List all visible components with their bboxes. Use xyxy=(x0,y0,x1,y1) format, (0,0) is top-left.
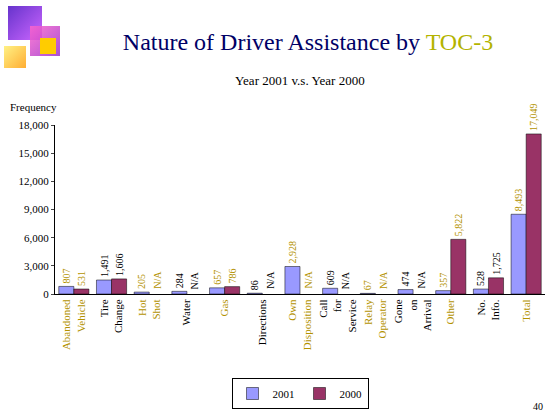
svg-text:2000: 2000 xyxy=(340,388,363,400)
svg-text:CallforService: CallforService xyxy=(317,299,358,332)
svg-text:40: 40 xyxy=(533,401,543,412)
svg-text:N/A: N/A xyxy=(189,271,200,289)
svg-text:N/A: N/A xyxy=(152,271,163,289)
svg-text:2,928: 2,928 xyxy=(287,241,298,264)
svg-text:67: 67 xyxy=(362,280,373,290)
svg-text:GoneonArrival: GoneonArrival xyxy=(392,299,433,331)
svg-text:Other: Other xyxy=(444,299,456,324)
svg-text:6,000: 6,000 xyxy=(24,232,49,244)
svg-text:5,822: 5,822 xyxy=(453,214,464,237)
svg-text:OwnDisposition: OwnDisposition xyxy=(286,299,312,350)
svg-text:Nature of Driver Assistance by: Nature of Driver Assistance by TOC-3 xyxy=(123,29,493,55)
svg-text:HotShot: HotShot xyxy=(136,299,162,319)
svg-text:3,000: 3,000 xyxy=(24,260,49,272)
svg-text:18,000: 18,000 xyxy=(19,119,50,131)
svg-text:2001: 2001 xyxy=(273,388,295,400)
svg-text:TireChange: TireChange xyxy=(98,299,124,333)
svg-text:N/A: N/A xyxy=(265,271,276,289)
svg-text:807: 807 xyxy=(61,268,72,283)
svg-text:Total: Total xyxy=(520,299,532,321)
svg-text:8,493: 8,493 xyxy=(513,189,524,212)
svg-text:786: 786 xyxy=(227,269,238,284)
svg-text:474: 474 xyxy=(400,272,411,287)
svg-text:284: 284 xyxy=(174,273,185,288)
svg-text:N/A: N/A xyxy=(378,271,389,289)
svg-text:0: 0 xyxy=(43,288,49,300)
svg-text:528: 528 xyxy=(475,271,486,286)
svg-text:657: 657 xyxy=(212,270,223,285)
svg-text:Water: Water xyxy=(180,299,192,325)
svg-text:531: 531 xyxy=(76,271,87,286)
svg-text:RelayOperator: RelayOperator xyxy=(362,299,388,339)
svg-text:357: 357 xyxy=(438,273,449,288)
svg-text:9,000: 9,000 xyxy=(24,203,49,215)
svg-text:17,049: 17,049 xyxy=(528,103,539,130)
svg-text:12,000: 12,000 xyxy=(19,175,50,187)
svg-text:No.Info.: No.Info. xyxy=(475,299,501,320)
svg-text:1,606: 1,606 xyxy=(114,253,125,275)
svg-text:1,491: 1,491 xyxy=(99,255,110,278)
svg-text:Frequency: Frequency xyxy=(10,101,57,113)
svg-text:Year 2001 v.s. Year 2000: Year 2001 v.s. Year 2000 xyxy=(235,73,365,88)
svg-text:Directions: Directions xyxy=(256,299,268,345)
svg-text:N/A: N/A xyxy=(303,271,314,289)
svg-text:205: 205 xyxy=(136,274,147,289)
svg-text:AbandonedVehicle: AbandonedVehicle xyxy=(60,299,86,350)
svg-text:86: 86 xyxy=(249,280,260,290)
svg-text:1,725: 1,725 xyxy=(491,252,502,274)
svg-text:N/A: N/A xyxy=(340,271,351,289)
svg-text:609: 609 xyxy=(325,270,336,285)
svg-text:15,000: 15,000 xyxy=(19,147,50,159)
svg-text:N/A: N/A xyxy=(416,271,427,289)
svg-text:Gas: Gas xyxy=(218,299,230,316)
